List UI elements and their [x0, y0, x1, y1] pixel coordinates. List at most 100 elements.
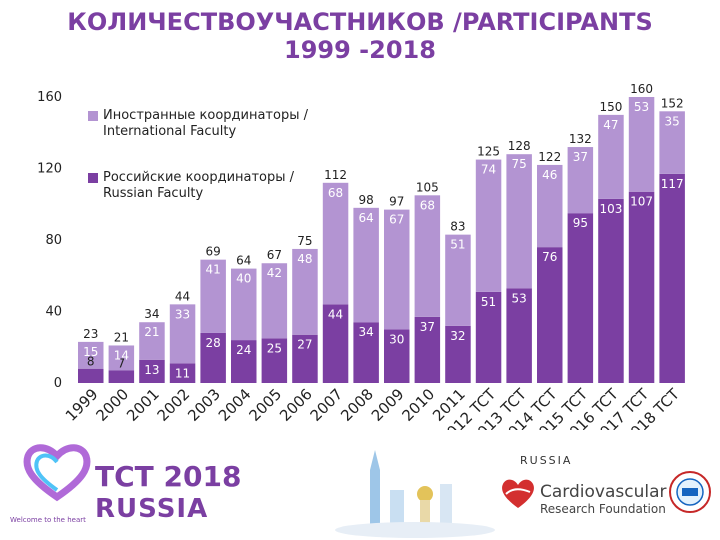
bar-international: [537, 164, 563, 248]
data-label-international: 15: [83, 345, 98, 359]
data-label-international: 68: [420, 198, 435, 212]
data-label-international: 67: [389, 213, 404, 227]
bar-international: [506, 154, 532, 289]
bar-international: [322, 182, 349, 305]
data-label-total: 69: [206, 245, 221, 259]
x-tick-label: 2008: [337, 385, 377, 425]
x-tick-label: 2003: [184, 385, 224, 425]
bar-russian: [628, 191, 655, 383]
bar-russian: [659, 173, 685, 383]
legend-russian: Российские координаторы / Russian Facult…: [88, 170, 338, 202]
data-label-russian: 103: [599, 202, 622, 216]
data-label-russian: 32: [450, 329, 465, 343]
data-label-international: 75: [512, 157, 527, 171]
legend-international: Иностранные координаторы / International…: [88, 108, 338, 140]
data-label-russian: 30: [389, 332, 404, 346]
data-label-total: 160: [630, 82, 653, 96]
data-label-international: 21: [144, 325, 159, 339]
bar-international: [261, 263, 288, 339]
x-tick-label: 2009: [368, 385, 408, 425]
data-label-international: 47: [603, 118, 618, 132]
data-label-russian: 53: [512, 291, 527, 305]
bar-international: [384, 209, 410, 330]
bar-russian: [445, 325, 471, 383]
bar-international: [475, 159, 502, 292]
data-label-international: 46: [542, 168, 557, 182]
x-tick-label: 2002: [154, 385, 194, 425]
data-label-russian: 24: [236, 343, 251, 357]
legend-label-international: Иностранные координаторы / International…: [103, 108, 308, 139]
legend-swatch-russian: [88, 173, 98, 183]
y-tick-label: 160: [37, 90, 62, 105]
data-label-total: 105: [416, 180, 439, 194]
bar-russian: [292, 334, 318, 383]
data-label-total: 64: [236, 254, 251, 268]
bar-russian: [567, 213, 594, 383]
data-label-international: 48: [297, 252, 312, 266]
x-tick-label: 2001: [123, 385, 163, 425]
bar-russian: [169, 363, 196, 383]
data-label-russian: 27: [297, 338, 312, 352]
data-label-international: 14: [114, 348, 129, 362]
data-label-international: 42: [267, 266, 282, 280]
data-label-russian: 95: [573, 216, 588, 230]
data-label-total: 98: [359, 193, 374, 207]
bar-russian: [108, 370, 135, 383]
crf-heart-icon: [502, 479, 534, 508]
data-label-russian: 13: [144, 363, 159, 377]
bar-international: [78, 341, 104, 369]
bar-russian: [200, 332, 226, 383]
bar-international: [169, 304, 196, 364]
data-label-international: 35: [665, 114, 680, 128]
data-label-international: 64: [359, 211, 374, 225]
tct-brand: TCT 2018: [95, 460, 242, 493]
y-tick-label: 0: [54, 376, 62, 391]
data-label-russian: 25: [267, 341, 282, 355]
data-label-total: 97: [389, 195, 404, 209]
data-label-russian: 76: [542, 250, 557, 264]
welcome-tagline: Welcome to the heart: [10, 516, 86, 524]
data-label-russian: 117: [661, 177, 684, 191]
data-label-international: 68: [328, 186, 343, 200]
bar-international: [292, 248, 318, 335]
bar-russian: [139, 359, 165, 383]
bar-russian: [322, 304, 349, 383]
bar-russian: [598, 198, 624, 383]
data-label-international: 40: [236, 272, 251, 286]
data-label-total: 34: [144, 307, 159, 321]
data-label-russian: 8: [87, 355, 95, 369]
data-label-total: 125: [477, 145, 500, 159]
bar-russian: [353, 322, 379, 383]
legend-swatch-international: [88, 111, 98, 121]
data-label-russian: 44: [328, 307, 343, 321]
society-seal-icon: [669, 471, 711, 513]
data-label-total: 128: [508, 139, 531, 153]
bar-russian: [475, 291, 502, 383]
crf-subtitle: Research Foundation: [540, 502, 666, 516]
bar-russian: [414, 316, 441, 383]
bar-international: [598, 114, 624, 199]
bar-international: [659, 111, 685, 174]
data-label-total: 150: [599, 100, 622, 114]
bar-russian: [506, 288, 532, 383]
data-label-total: 44: [175, 289, 190, 303]
data-label-total: 75: [297, 234, 312, 248]
data-label-total: 67: [267, 248, 282, 262]
data-label-russian: 51: [481, 295, 496, 309]
bar-international: [628, 97, 655, 192]
data-label-international: 53: [634, 100, 649, 114]
data-label-international: 74: [481, 163, 496, 177]
x-tick-label: 2006: [276, 385, 316, 425]
bar-russian: [231, 340, 257, 383]
bar-international: [200, 259, 226, 333]
y-tick-label: 120: [37, 162, 62, 177]
data-label-international: 41: [206, 263, 221, 277]
data-label-international: 37: [573, 150, 588, 164]
chart-title: КОЛИЧЕСТВОУЧАСТНИКОВ /PARTICIPANTS 1999 …: [0, 8, 720, 64]
title-line-1: КОЛИЧЕСТВОУЧАСТНИКОВ /PARTICIPANTS: [67, 8, 653, 36]
bar-international: [414, 195, 441, 317]
title-line-2: 1999 -2018: [284, 36, 436, 64]
russia-label: RUSSIA: [520, 454, 573, 467]
x-tick-label: 2000: [92, 385, 132, 425]
data-label-total: 83: [450, 220, 465, 234]
